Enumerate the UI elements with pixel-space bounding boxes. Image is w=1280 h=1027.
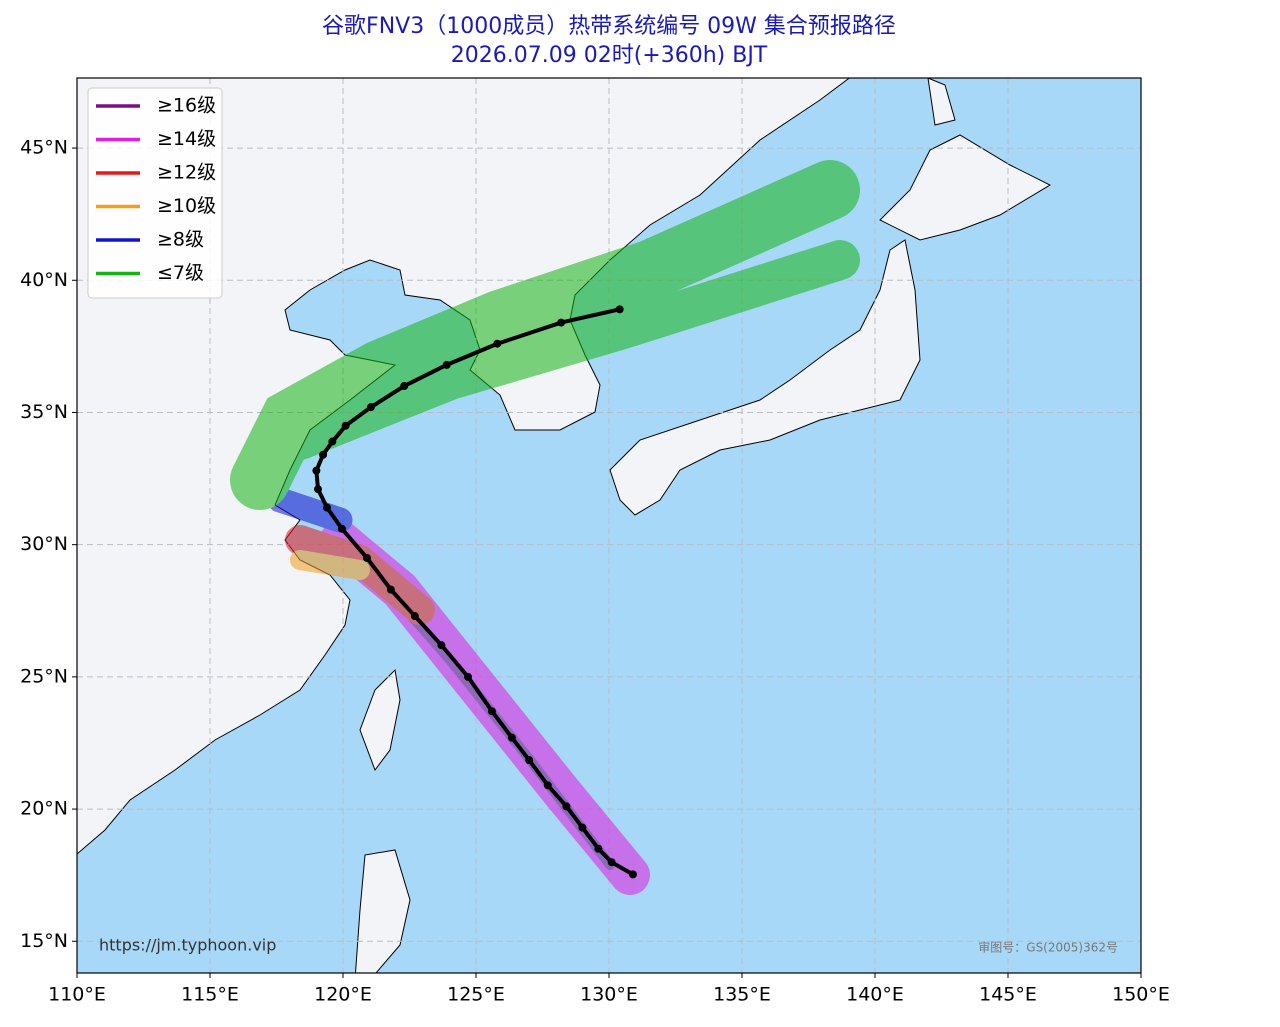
y-tick-label: 20°N xyxy=(20,798,68,820)
track-point xyxy=(507,733,516,742)
x-tick-label: 130°E xyxy=(580,984,638,1006)
taiwan xyxy=(359,668,401,772)
y-tick-label: 25°N xyxy=(20,665,68,687)
track-point xyxy=(615,305,624,314)
y-tick-label: 45°N xyxy=(20,137,68,159)
track-point xyxy=(362,553,371,562)
y-tick-label: 15°N xyxy=(20,930,68,952)
x-tick-label: 120°E xyxy=(314,984,372,1006)
legend-label: ≥16级 xyxy=(157,95,216,117)
track-point xyxy=(594,844,603,853)
luzon xyxy=(354,849,411,973)
y-tick-label: 30°N xyxy=(20,533,68,555)
track-point xyxy=(323,503,332,512)
track-point xyxy=(366,403,375,412)
track-point xyxy=(543,781,552,790)
x-tick-label: 115°E xyxy=(181,984,239,1006)
track-point xyxy=(493,339,502,348)
track-point xyxy=(313,485,322,494)
legend-label: ≤7级 xyxy=(157,262,204,284)
chart-subtitle: 2026.07.09 02时(+360h) BJT xyxy=(451,43,768,68)
x-tick-label: 145°E xyxy=(979,984,1037,1006)
track-point xyxy=(562,802,571,811)
y-tick-label: 40°N xyxy=(20,269,68,291)
track-point xyxy=(319,450,328,459)
track-point xyxy=(628,870,637,879)
x-tick-label: 125°E xyxy=(447,984,505,1006)
track-point xyxy=(312,466,321,475)
ensemble-spread xyxy=(230,160,860,895)
track-point xyxy=(437,641,446,650)
track-point xyxy=(607,858,616,867)
x-tick-label: 110°E xyxy=(48,984,106,1006)
track-point xyxy=(578,823,587,832)
track-point xyxy=(328,437,337,446)
x-tick-label: 135°E xyxy=(713,984,771,1006)
track-point xyxy=(337,524,346,533)
x-tick-label: 140°E xyxy=(846,984,904,1006)
track-point xyxy=(400,382,409,391)
map-approval: 审图号：GS(2005)362号 xyxy=(978,940,1118,955)
track-group xyxy=(312,305,637,879)
map xyxy=(77,78,1141,973)
ticks: 110°E 115°E 120°E 125°E 130°E 135°E 140°E 145°E… xyxy=(20,137,1170,1006)
sakhalin xyxy=(927,78,956,126)
chart-title: 谷歌FNV3（1000成员）热带系统编号 09W 集合预报路径 xyxy=(322,14,896,39)
track-point xyxy=(464,672,473,681)
track-point xyxy=(386,585,395,594)
hokkaido xyxy=(879,134,1052,241)
track-point xyxy=(525,756,534,765)
track-point xyxy=(410,612,419,621)
legend-label: ≥10级 xyxy=(157,195,216,217)
legend: ≥16级 ≥14级 ≥12级 ≥10级 ≥8级 ≤7级 xyxy=(87,87,223,299)
legend-label: ≥8级 xyxy=(157,229,204,251)
track-point xyxy=(442,360,451,369)
honshu xyxy=(609,239,921,516)
legend-label: ≥12级 xyxy=(157,162,216,184)
track-point xyxy=(557,318,566,327)
x-tick-label: 150°E xyxy=(1112,984,1170,1006)
track-point xyxy=(341,421,350,430)
y-tick-label: 35°N xyxy=(20,401,68,423)
track-point xyxy=(487,707,496,716)
legend-label: ≥14级 xyxy=(157,128,216,150)
source-text: https://jm.typhoon.vip xyxy=(99,936,276,955)
